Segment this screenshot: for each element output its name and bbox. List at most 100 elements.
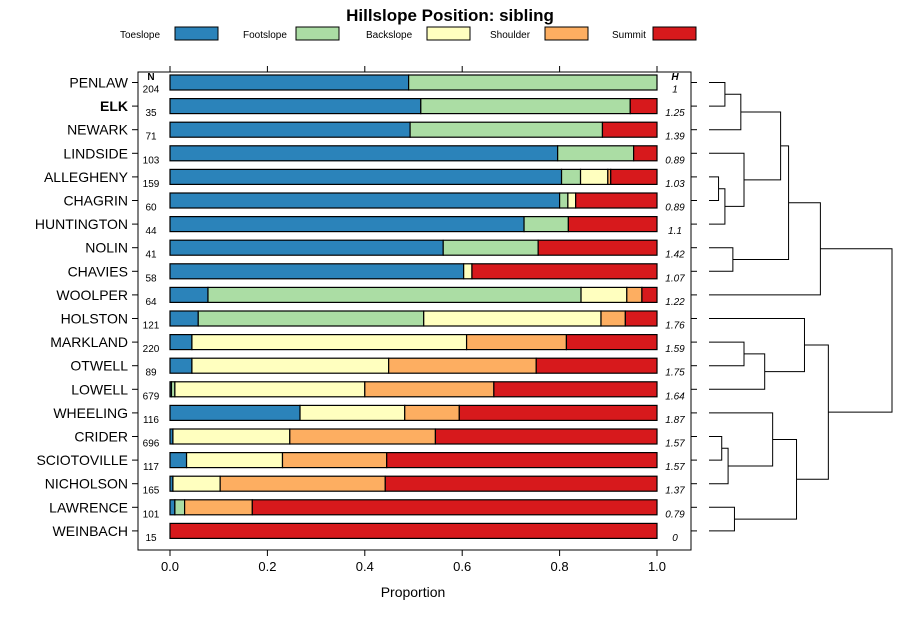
dendrogram-link bbox=[740, 111, 782, 181]
bar-segment-backslope bbox=[299, 404, 406, 421]
row-label: WHEELING bbox=[53, 405, 128, 421]
row-h-value: 1.03 bbox=[665, 179, 685, 190]
bar-segment-shoulder bbox=[184, 499, 253, 516]
row-h-value: 1.57 bbox=[665, 439, 685, 450]
dendrogram bbox=[709, 82, 893, 532]
row-h-value: 1.42 bbox=[665, 250, 685, 261]
row-n-value: 35 bbox=[145, 108, 157, 119]
dendrogram-link bbox=[732, 145, 790, 260]
row-label: PENLAW bbox=[69, 75, 128, 91]
bar-segment-summit bbox=[565, 334, 658, 351]
bar-segment-summit bbox=[629, 97, 658, 115]
bar-segment-summit bbox=[169, 522, 658, 540]
dendrogram-link bbox=[709, 82, 726, 107]
row-label: CHAGRIN bbox=[63, 193, 128, 209]
row-n-value: 220 bbox=[143, 344, 160, 355]
bar-segment-summit bbox=[384, 475, 658, 492]
row-n-value: 117 bbox=[143, 462, 159, 473]
bar-segment-toeslope bbox=[169, 357, 193, 374]
bar-segment-toeslope bbox=[169, 145, 559, 162]
row-label: NEWARK bbox=[67, 122, 129, 138]
dendrogram-link bbox=[709, 93, 742, 131]
legend-label-toeslope: Toeslope bbox=[120, 30, 160, 41]
row-n-value: 71 bbox=[145, 132, 157, 143]
row-n-value: 165 bbox=[143, 486, 160, 497]
legend-swatch-toeslope bbox=[174, 26, 219, 41]
bar-segment-footslope bbox=[523, 216, 569, 233]
row-h-value: 0.89 bbox=[665, 203, 685, 214]
bar-segment-backslope bbox=[191, 334, 468, 351]
legend-label-summit: Summit bbox=[612, 30, 646, 41]
bar-segment-footslope bbox=[207, 286, 582, 303]
legend: Toeslope Footslope Backslope Shoulder Summit bbox=[120, 26, 697, 41]
bar-segment-toeslope bbox=[169, 216, 525, 233]
bar-segment-toeslope bbox=[169, 263, 465, 280]
dendrogram-link bbox=[709, 436, 723, 461]
x-tick-label: 0.4 bbox=[356, 559, 374, 574]
row-h-value: 0.89 bbox=[665, 155, 685, 166]
legend-swatch-backslope bbox=[426, 26, 471, 41]
row-label: LINDSIDE bbox=[63, 145, 128, 161]
bar-segment-shoulder bbox=[404, 404, 460, 421]
row-n-value: 116 bbox=[143, 415, 159, 426]
bar-segment-shoulder bbox=[388, 357, 537, 374]
bar-segment-toeslope bbox=[169, 452, 188, 469]
legend-label-footslope: Footslope bbox=[243, 30, 287, 41]
row-label: LOWELL bbox=[71, 381, 128, 397]
row-n-value: 64 bbox=[145, 297, 157, 308]
row-n-value: 41 bbox=[145, 250, 157, 261]
row-h-value: 0.79 bbox=[665, 509, 685, 520]
row-label: CHAVIES bbox=[68, 263, 128, 279]
row-n-value: 58 bbox=[145, 273, 157, 284]
row-h-value: 1.07 bbox=[665, 273, 685, 284]
row-h-value: 1.57 bbox=[665, 462, 685, 473]
row-h-value: 1.59 bbox=[665, 344, 685, 355]
bar-segment-backslope bbox=[172, 475, 221, 492]
row-label: ALLEGHENY bbox=[44, 169, 129, 185]
bar-segment-footslope bbox=[420, 97, 631, 115]
bar-segment-footslope bbox=[408, 74, 658, 91]
bar-segment-toeslope bbox=[169, 499, 176, 516]
bar-segment-backslope bbox=[579, 168, 609, 185]
row-label: CRIDER bbox=[74, 429, 128, 445]
x-tick-label: 0.2 bbox=[258, 559, 276, 574]
dendrogram-link bbox=[709, 341, 745, 367]
bar-segment-footslope bbox=[558, 192, 569, 209]
row-n-value: 159 bbox=[143, 179, 160, 190]
dendrogram-link bbox=[709, 447, 729, 485]
bar-segment-summit bbox=[641, 286, 658, 303]
dendrogram-link bbox=[820, 248, 893, 413]
row-h-value: 1.75 bbox=[665, 368, 685, 379]
bar-segment-shoulder bbox=[465, 334, 568, 351]
bar-segment-summit bbox=[624, 310, 658, 327]
row-h-value: 0 bbox=[672, 533, 678, 544]
bar-segment-summit bbox=[633, 145, 658, 162]
x-tick-label: 0.0 bbox=[161, 559, 179, 574]
bar-segment-summit bbox=[434, 428, 658, 445]
bar-segment-shoulder bbox=[600, 310, 626, 327]
row-n-value: 121 bbox=[143, 321, 160, 332]
row-label: HUNTINGTON bbox=[35, 216, 128, 232]
legend-label-shoulder: Shoulder bbox=[490, 30, 531, 41]
row-h-value: 1.87 bbox=[665, 415, 685, 426]
dendrogram-link bbox=[709, 353, 766, 390]
bar-segment-toeslope bbox=[169, 334, 193, 351]
bar-segment-summit bbox=[610, 168, 658, 185]
x-tick-label: 0.6 bbox=[453, 559, 471, 574]
bar-segment-toeslope bbox=[169, 239, 444, 256]
dendrogram-link bbox=[709, 176, 720, 201]
bar-segment-footslope bbox=[560, 168, 582, 185]
legend-swatch-footslope bbox=[295, 26, 340, 41]
bar-segment-backslope bbox=[191, 357, 390, 374]
plot-panel: 0.0 0.2 0.4 0.6 0.8 1.0 N H PENLAW 204 1 ELK 35 1.25 N… bbox=[35, 66, 697, 574]
row-label: ELK bbox=[100, 98, 128, 114]
bar-segment-toeslope bbox=[169, 404, 301, 421]
row-h-value: 1.22 bbox=[665, 297, 685, 308]
row-n-value: 696 bbox=[143, 439, 160, 450]
row-n-value: 679 bbox=[143, 391, 160, 402]
bar-segment-footslope bbox=[197, 310, 425, 327]
row-label: NOLIN bbox=[85, 240, 128, 256]
row-h-value: 1.37 bbox=[665, 486, 685, 497]
legend-swatch-summit bbox=[652, 26, 697, 41]
